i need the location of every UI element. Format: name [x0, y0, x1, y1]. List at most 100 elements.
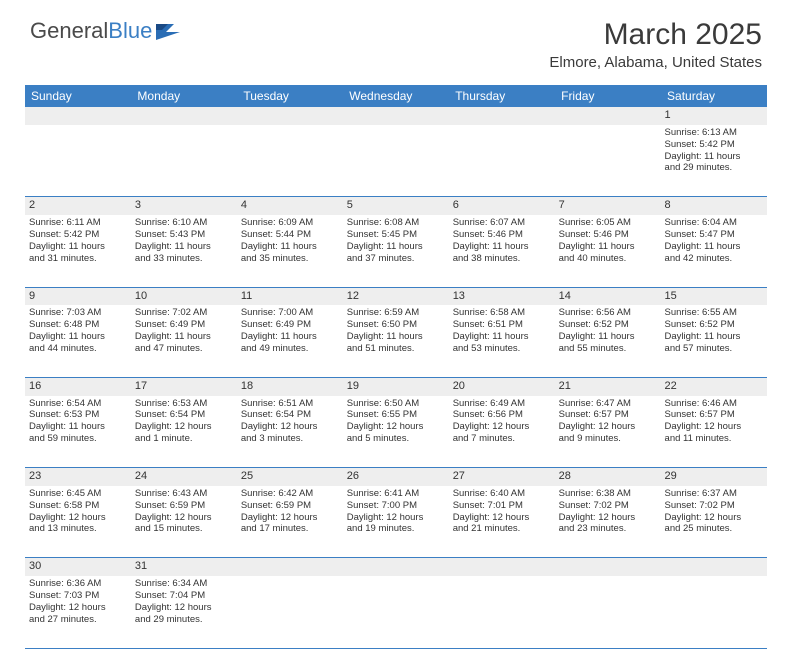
day-cell: Sunrise: 7:03 AMSunset: 6:48 PMDaylight:…	[25, 305, 131, 377]
sunrise-text: Sunrise: 6:38 AM	[559, 488, 657, 500]
daylight-text: and 57 minutes.	[665, 343, 763, 355]
daynum-cell: 5	[343, 197, 449, 215]
daylight-text: and 31 minutes.	[29, 253, 127, 265]
week-row: Sunrise: 6:36 AMSunset: 7:03 PMDaylight:…	[25, 576, 767, 648]
daynum-cell: 25	[237, 468, 343, 486]
daynum-cell: 29	[661, 468, 767, 486]
sunrise-text: Sunrise: 6:55 AM	[665, 307, 763, 319]
daynum-cell: 3	[131, 197, 237, 215]
sunset-text: Sunset: 7:04 PM	[135, 590, 233, 602]
empty-cell	[661, 576, 767, 648]
empty-daynum-cell	[131, 107, 237, 125]
daylight-text: Daylight: 12 hours	[29, 512, 127, 524]
day-cell: Sunrise: 6:05 AMSunset: 5:46 PMDaylight:…	[555, 215, 661, 287]
daylight-text: Daylight: 12 hours	[241, 512, 339, 524]
sunset-text: Sunset: 5:43 PM	[135, 229, 233, 241]
daynum-row: 3031	[25, 558, 767, 576]
daylight-text: and 35 minutes.	[241, 253, 339, 265]
daynum-row: 9101112131415	[25, 287, 767, 305]
logo: GeneralBlue	[30, 18, 182, 44]
weekday-friday: Friday	[555, 85, 661, 107]
sunset-text: Sunset: 6:48 PM	[29, 319, 127, 331]
daynum-cell: 15	[661, 287, 767, 305]
empty-cell	[555, 576, 661, 648]
daylight-text: Daylight: 11 hours	[241, 241, 339, 253]
day-cell: Sunrise: 6:54 AMSunset: 6:53 PMDaylight:…	[25, 396, 131, 468]
daylight-text: and 49 minutes.	[241, 343, 339, 355]
sunset-text: Sunset: 6:52 PM	[665, 319, 763, 331]
daynum-cell: 9	[25, 287, 131, 305]
daylight-text: and 5 minutes.	[347, 433, 445, 445]
day-cell: Sunrise: 6:50 AMSunset: 6:55 PMDaylight:…	[343, 396, 449, 468]
daylight-text: Daylight: 11 hours	[453, 331, 551, 343]
daylight-text: and 13 minutes.	[29, 523, 127, 535]
sunrise-text: Sunrise: 6:36 AM	[29, 578, 127, 590]
empty-cell	[131, 125, 237, 197]
sunrise-text: Sunrise: 6:13 AM	[665, 127, 763, 139]
daylight-text: and 33 minutes.	[135, 253, 233, 265]
sunrise-text: Sunrise: 6:08 AM	[347, 217, 445, 229]
empty-cell	[449, 125, 555, 197]
daylight-text: Daylight: 11 hours	[559, 331, 657, 343]
empty-daynum-cell	[555, 558, 661, 576]
sunrise-text: Sunrise: 6:07 AM	[453, 217, 551, 229]
title-block: March 2025 Elmore, Alabama, United State…	[549, 18, 762, 71]
sunset-text: Sunset: 7:00 PM	[347, 500, 445, 512]
daynum-cell: 2	[25, 197, 131, 215]
week-row: Sunrise: 6:45 AMSunset: 6:58 PMDaylight:…	[25, 486, 767, 558]
daylight-text: and 25 minutes.	[665, 523, 763, 535]
sunset-text: Sunset: 6:56 PM	[453, 409, 551, 421]
empty-cell	[449, 576, 555, 648]
daylight-text: and 37 minutes.	[347, 253, 445, 265]
daylight-text: Daylight: 11 hours	[29, 421, 127, 433]
sunset-text: Sunset: 6:57 PM	[665, 409, 763, 421]
empty-cell	[25, 125, 131, 197]
daylight-text: Daylight: 12 hours	[241, 421, 339, 433]
empty-daynum-cell	[237, 558, 343, 576]
logo-flag-icon	[156, 22, 182, 40]
sunset-text: Sunset: 6:49 PM	[135, 319, 233, 331]
week-row: Sunrise: 7:03 AMSunset: 6:48 PMDaylight:…	[25, 305, 767, 377]
daylight-text: and 17 minutes.	[241, 523, 339, 535]
daylight-text: Daylight: 12 hours	[559, 421, 657, 433]
empty-cell	[237, 125, 343, 197]
empty-daynum-cell	[555, 107, 661, 125]
daylight-text: and 55 minutes.	[559, 343, 657, 355]
day-cell: Sunrise: 6:38 AMSunset: 7:02 PMDaylight:…	[555, 486, 661, 558]
daylight-text: and 40 minutes.	[559, 253, 657, 265]
sunrise-text: Sunrise: 6:34 AM	[135, 578, 233, 590]
daylight-text: Daylight: 12 hours	[665, 512, 763, 524]
day-cell: Sunrise: 6:55 AMSunset: 6:52 PMDaylight:…	[661, 305, 767, 377]
weekday-tuesday: Tuesday	[237, 85, 343, 107]
week-row: Sunrise: 6:54 AMSunset: 6:53 PMDaylight:…	[25, 396, 767, 468]
sunrise-text: Sunrise: 6:09 AM	[241, 217, 339, 229]
daynum-cell: 27	[449, 468, 555, 486]
sunrise-text: Sunrise: 6:45 AM	[29, 488, 127, 500]
daynum-cell: 20	[449, 377, 555, 395]
day-cell: Sunrise: 6:43 AMSunset: 6:59 PMDaylight:…	[131, 486, 237, 558]
sunrise-text: Sunrise: 6:59 AM	[347, 307, 445, 319]
daylight-text: and 29 minutes.	[665, 162, 763, 174]
daylight-text: Daylight: 12 hours	[135, 512, 233, 524]
daynum-cell: 13	[449, 287, 555, 305]
daynum-cell: 11	[237, 287, 343, 305]
day-cell: Sunrise: 6:49 AMSunset: 6:56 PMDaylight:…	[449, 396, 555, 468]
daynum-cell: 17	[131, 377, 237, 395]
daylight-text: Daylight: 12 hours	[665, 421, 763, 433]
daynum-cell: 23	[25, 468, 131, 486]
sunrise-text: Sunrise: 6:58 AM	[453, 307, 551, 319]
daynum-cell: 21	[555, 377, 661, 395]
daylight-text: Daylight: 12 hours	[135, 421, 233, 433]
day-cell: Sunrise: 6:56 AMSunset: 6:52 PMDaylight:…	[555, 305, 661, 377]
day-cell: Sunrise: 6:07 AMSunset: 5:46 PMDaylight:…	[449, 215, 555, 287]
sunset-text: Sunset: 5:47 PM	[665, 229, 763, 241]
day-cell: Sunrise: 7:02 AMSunset: 6:49 PMDaylight:…	[131, 305, 237, 377]
daynum-cell: 22	[661, 377, 767, 395]
week-row: Sunrise: 6:11 AMSunset: 5:42 PMDaylight:…	[25, 215, 767, 287]
empty-cell	[555, 125, 661, 197]
empty-cell	[237, 576, 343, 648]
sunset-text: Sunset: 7:02 PM	[665, 500, 763, 512]
daylight-text: Daylight: 11 hours	[665, 151, 763, 163]
sunset-text: Sunset: 5:46 PM	[559, 229, 657, 241]
daylight-text: Daylight: 11 hours	[347, 241, 445, 253]
